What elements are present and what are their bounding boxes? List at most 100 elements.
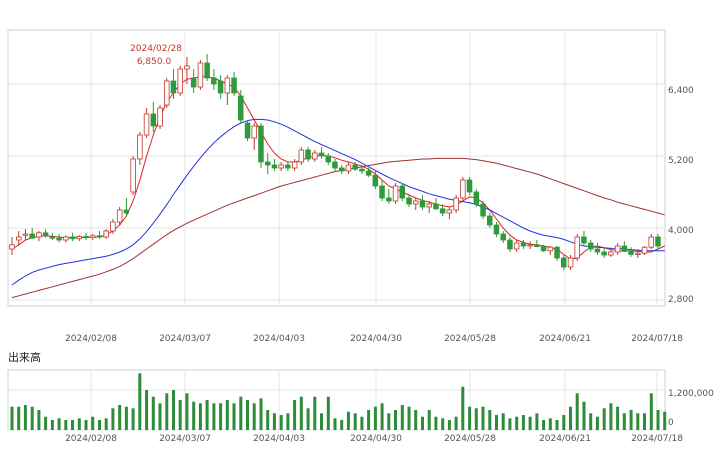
candle — [103, 229, 110, 239]
candle-body — [635, 252, 641, 255]
candle-body — [352, 164, 358, 170]
candle — [291, 159, 298, 171]
candle-body — [500, 233, 506, 241]
candle — [237, 90, 244, 123]
candle — [601, 247, 607, 258]
candle-body — [554, 246, 560, 259]
volume-bar — [172, 390, 175, 430]
candle — [325, 153, 331, 165]
candle-body — [601, 251, 607, 256]
candle-body — [49, 236, 56, 239]
candle — [150, 102, 157, 132]
candle-body — [628, 250, 634, 255]
candle-body — [574, 236, 581, 259]
volume-title: 出来高 — [8, 350, 41, 364]
candle-body — [76, 235, 83, 240]
volume-bar — [454, 416, 458, 430]
candle — [412, 198, 419, 210]
volume-bar — [124, 406, 128, 430]
candle — [446, 207, 453, 219]
candle-body — [137, 134, 143, 160]
candle-body — [567, 257, 574, 268]
volume-bar — [616, 406, 620, 430]
candle — [285, 162, 291, 171]
volume-bar — [434, 416, 438, 430]
candle-body — [547, 246, 554, 252]
candle-body — [15, 236, 22, 241]
volume-bar — [373, 406, 377, 430]
candle — [116, 207, 123, 225]
candle-body — [163, 80, 170, 106]
candle-body — [177, 68, 183, 94]
candle — [29, 228, 35, 239]
volume-bar — [313, 396, 317, 430]
candle-body — [359, 168, 365, 172]
candle-body — [197, 62, 204, 88]
annotation-price: 6,850.0 — [137, 57, 172, 67]
candle — [540, 244, 547, 252]
x-tick-label: 2024/06/21 — [539, 434, 591, 444]
candle — [318, 147, 325, 159]
volume-bar — [468, 406, 472, 430]
volume-bar — [474, 408, 478, 430]
candle-body — [392, 185, 399, 202]
volume-bar — [84, 420, 88, 430]
volume-bar — [380, 403, 384, 430]
candle — [163, 78, 170, 108]
price-grid — [8, 30, 665, 306]
volume-bar — [400, 405, 404, 430]
volume-bar — [589, 413, 593, 430]
candle — [352, 162, 358, 171]
candle — [190, 69, 197, 93]
volume-bar — [387, 413, 391, 430]
volume-bar — [407, 406, 411, 430]
candle-body — [594, 248, 601, 253]
candle — [473, 189, 480, 207]
volume-bar — [145, 390, 149, 430]
candle — [614, 243, 621, 255]
volume-bar — [30, 406, 34, 430]
candle — [635, 249, 641, 258]
candle — [130, 156, 136, 195]
candle-body — [298, 149, 305, 163]
candle-body — [318, 152, 325, 157]
candle — [137, 132, 143, 165]
volume-bar — [663, 411, 667, 430]
volume-bar — [427, 410, 431, 430]
candle — [574, 234, 581, 261]
candle-body — [412, 200, 419, 205]
volume-bar — [353, 413, 357, 430]
volume-bar — [50, 420, 54, 430]
candle — [83, 232, 89, 240]
candle-body — [285, 164, 291, 169]
volume-bar — [232, 403, 236, 430]
candle — [608, 249, 614, 257]
candle — [157, 105, 163, 129]
candle-body — [433, 203, 439, 210]
volume-bar — [225, 400, 229, 430]
candle — [42, 229, 49, 238]
candle-body — [372, 174, 379, 187]
candle-body — [540, 246, 547, 252]
x-tick-label: 2024/04/30 — [350, 334, 402, 344]
volume-bar — [495, 415, 498, 430]
candlesticks — [9, 54, 661, 270]
x-tick-label: 2024/04/03 — [253, 334, 305, 344]
candle-body — [338, 167, 345, 172]
volume-bar — [104, 418, 108, 430]
volume-bar — [609, 403, 613, 430]
x-tick-label: 2024/07/18 — [631, 334, 683, 344]
candle-body — [460, 179, 466, 199]
candle-body — [69, 236, 76, 240]
candle — [392, 183, 399, 204]
candle-body — [204, 62, 210, 79]
candle-body — [251, 125, 257, 139]
volume-bar — [131, 408, 135, 430]
candle-body — [56, 237, 62, 241]
candle-body — [36, 232, 42, 238]
candle-body — [278, 164, 284, 169]
candle-body — [305, 149, 311, 160]
candle-body — [9, 244, 15, 250]
candle — [439, 204, 446, 216]
candle — [466, 177, 473, 195]
